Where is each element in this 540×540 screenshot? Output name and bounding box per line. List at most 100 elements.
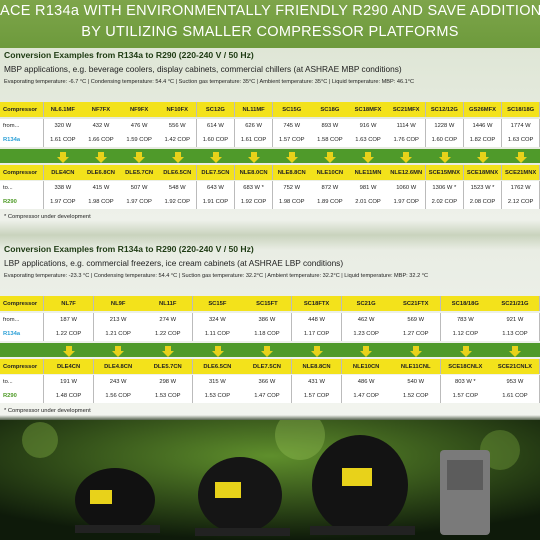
value-cell: 274 W: [143, 313, 194, 327]
value-cell: 981 W: [349, 181, 388, 195]
arrow: [360, 344, 373, 357]
value-cell: 953 W: [490, 375, 540, 389]
model-cell: SC18FTX: [292, 296, 343, 311]
arrow: [438, 150, 451, 163]
value-cell: 1.27 COP: [391, 327, 442, 341]
value-cell: 1.98 COP: [82, 195, 121, 209]
model-cell: NLE10CN: [341, 359, 392, 374]
model-cell: DLE7.5CN: [242, 359, 293, 374]
value-cell: 507 W: [120, 181, 159, 195]
arrow: [95, 150, 108, 163]
arrow-icon: [261, 346, 274, 357]
value-cell: 893 W: [311, 119, 350, 133]
arrow: [286, 150, 298, 163]
arrow-icon: [95, 152, 108, 163]
model-cell: SC15G: [272, 102, 312, 117]
row-label: Compressor: [0, 165, 44, 180]
compressor-photo: [0, 420, 540, 540]
arrow-icon: [324, 152, 337, 163]
value-cell: 556 W: [158, 119, 198, 133]
value-cell: 1.13 COP: [490, 327, 540, 341]
value-cell: 916 W: [349, 119, 388, 133]
arrow: [211, 344, 224, 357]
value-cell: 1.23 COP: [341, 327, 392, 341]
model-cell: SC18MFX: [349, 102, 388, 117]
value-cell: 540 W: [391, 375, 442, 389]
row-label: to...: [0, 181, 44, 195]
model-cell: DLE4.8CN: [93, 359, 144, 374]
arrow: [476, 150, 489, 163]
value-cell: 366 W: [242, 375, 293, 389]
value-cell: 569 W: [391, 313, 442, 327]
value-cell: 1.98 COP: [272, 195, 312, 209]
model-cell: NL11F: [143, 296, 194, 311]
model-cell: NF7FX: [82, 102, 121, 117]
model-cell: SCE15MNX: [425, 165, 465, 180]
arrow: [133, 150, 146, 163]
value-cell: 2.08 COP: [463, 195, 503, 209]
row-label: Compressor: [0, 102, 44, 117]
arrow: [362, 150, 375, 163]
value-cell: 476 W: [120, 119, 159, 133]
value-cell: 187 W: [44, 313, 95, 327]
model-cell: NF10FX: [158, 102, 198, 117]
model-cell: NLE11CNL: [391, 359, 442, 374]
model-cell: NLE8.8CN: [292, 359, 343, 374]
value-cell: 1.89 COP: [311, 195, 350, 209]
arrow: [400, 150, 413, 163]
value-cell: 614 W: [196, 119, 236, 133]
arrow: [112, 344, 125, 357]
value-cell: 2.12 COP: [501, 195, 540, 209]
section-subtitle: LBP applications, e.g. commercial freeze…: [4, 258, 344, 268]
value-cell: 243 W: [93, 375, 144, 389]
model-cell: NLE8.8CN: [272, 165, 312, 180]
arrow-icon: [112, 346, 125, 357]
model-cell: SCE21CNLX: [490, 359, 540, 374]
model-cell: SC21G: [341, 296, 392, 311]
value-cell: 1.22 COP: [44, 327, 95, 341]
value-cell: 1.91 COP: [196, 195, 236, 209]
row-label: Compressor: [0, 359, 44, 374]
section-conditions: Evaporating temperature: -23.3 °C | Cond…: [4, 273, 429, 279]
value-cell: 1.47 COP: [242, 389, 293, 403]
arrow-icon: [410, 346, 422, 357]
arrow-icon: [362, 152, 375, 163]
model-cell: SC15F: [192, 296, 243, 311]
arrow-icon: [62, 346, 75, 357]
arrow-icon: [509, 346, 522, 357]
section-heading: Conversion Examples from R134a to R290 (…: [4, 50, 254, 60]
value-cell: 803 W *: [440, 375, 491, 389]
value-cell: 2.01 COP: [349, 195, 388, 209]
value-cell: 462 W: [341, 313, 392, 327]
model-cell: SC15FT: [242, 296, 293, 311]
arrow: [62, 344, 75, 357]
value-cell: 298 W: [143, 375, 194, 389]
model-cell: DLE4CN: [44, 359, 95, 374]
value-cell: 1.61 COP: [490, 389, 540, 403]
arrow-icon: [162, 346, 174, 357]
value-cell: 683 W *: [234, 181, 274, 195]
model-cell: NL7F: [44, 296, 95, 311]
arrow-icon: [459, 346, 472, 357]
row-label: from...: [0, 313, 44, 327]
value-cell: 432 W: [82, 119, 121, 133]
value-cell: 752 W: [272, 181, 312, 195]
value-cell: 1446 W: [463, 119, 503, 133]
value-cell: 1.21 COP: [93, 327, 144, 341]
value-cell: 1.97 COP: [44, 195, 83, 209]
value-cell: 338 W: [44, 181, 83, 195]
model-cell: SCE21MNX: [501, 165, 540, 180]
arrow: [514, 150, 527, 163]
model-cell: NLE8.0CN: [234, 165, 274, 180]
value-cell: 324 W: [192, 313, 243, 327]
arrow-icon: [211, 346, 224, 357]
arrow-icon: [360, 346, 373, 357]
row-label: R290: [0, 389, 44, 403]
value-cell: 1.82 COP: [463, 133, 503, 147]
row-label: R134a: [0, 327, 44, 341]
value-cell: 191 W: [44, 375, 95, 389]
model-cell: SC18/18G: [440, 296, 491, 311]
value-cell: 643 W: [196, 181, 236, 195]
value-cell: 1.92 COP: [158, 195, 198, 209]
